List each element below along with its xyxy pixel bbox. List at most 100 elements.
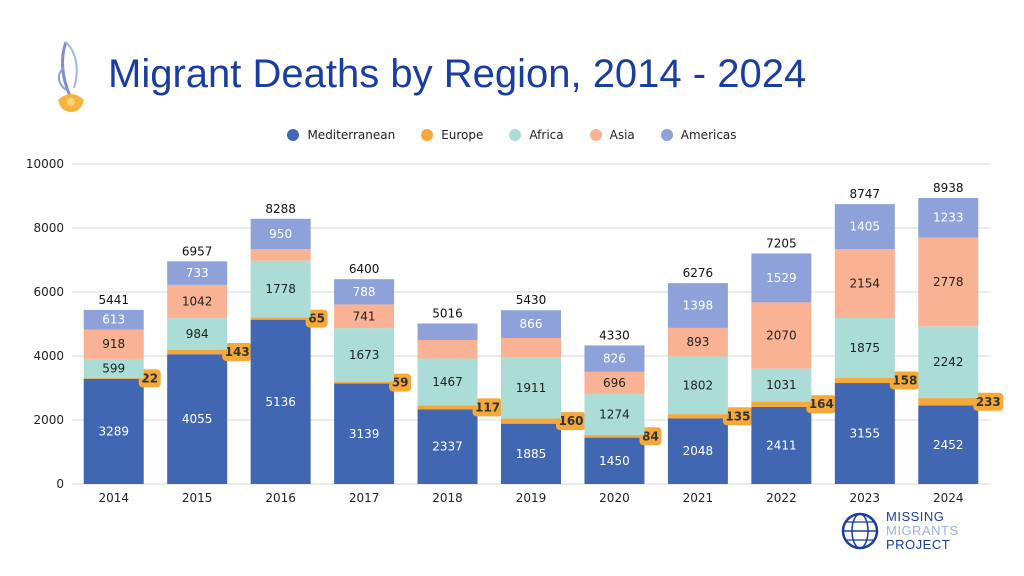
legend-swatch (421, 129, 434, 141)
bar-segment-europe (918, 398, 979, 406)
logo-line-2: MIGRANTS (886, 523, 959, 538)
bar-value-label: 1778 (265, 282, 296, 296)
bar-value-label: 918 (102, 337, 125, 351)
missing-migrants-logo: MISSING MIGRANTS PROJECT (840, 510, 959, 552)
bar-segment-mediterranean (167, 354, 228, 484)
bar-segment-africa (834, 317, 895, 378)
bar-segment-africa (250, 260, 311, 318)
europe-callout-badge (389, 373, 412, 392)
bar-value-label: 3289 (98, 424, 129, 438)
bar-value-label: 160 (558, 414, 583, 428)
bar-value-label: 599 (102, 361, 125, 375)
bar-segment-americas (918, 197, 979, 238)
bar-value-label: 613 (102, 313, 125, 327)
legend-item: Africa (509, 128, 564, 142)
x-tick-label: 2021 (683, 491, 714, 505)
bar-total-label: 8938 (933, 181, 964, 195)
legend-swatch (589, 129, 602, 141)
bar-total-label: 7205 (766, 236, 797, 250)
bar-segment-americas (250, 218, 311, 250)
bar-segment-africa (584, 394, 645, 435)
bar-value-label: 2337 (432, 440, 463, 454)
x-tick-label: 2022 (766, 491, 797, 505)
bar-value-label: 893 (686, 335, 709, 349)
bar-value-label: 1031 (766, 378, 797, 392)
logo-line-1: MISSING (886, 509, 945, 524)
x-tick-label: 2018 (432, 491, 463, 505)
europe-callout-badge (472, 398, 503, 417)
bar-segment-europe (83, 378, 144, 379)
bar-segment-americas (83, 309, 144, 330)
bar-value-label: 2411 (766, 438, 797, 452)
bar-segment-asia (417, 340, 478, 359)
bar-value-label: 1673 (349, 348, 380, 362)
bar-segment-europe (250, 317, 311, 320)
bar-value-label: 117 (475, 400, 500, 414)
bar-segment-americas (584, 345, 645, 372)
bar-segment-americas (667, 283, 728, 328)
bar-value-label: 2048 (683, 444, 714, 458)
bar-segment-mediterranean (667, 418, 728, 484)
legend-item: Mediterranean (287, 128, 395, 142)
europe-callout-badge (305, 309, 328, 328)
page-title: Migrant Deaths by Region, 2014 - 2024 (108, 52, 807, 96)
bar-value-label: 2452 (933, 438, 964, 452)
bar-segment-americas (167, 261, 228, 285)
bar-value-label: 733 (186, 266, 209, 280)
bar-total-label: 8288 (265, 202, 296, 216)
bar-segment-mediterranean (584, 437, 645, 484)
logo-line-3: PROJECT (886, 537, 951, 552)
bar-total-label: 5016 (432, 306, 463, 320)
bar-segment-asia (167, 284, 228, 319)
bar-value-label: 22 (141, 371, 158, 385)
legend-item: Europe (421, 128, 483, 142)
y-tick-label: 0 (56, 477, 64, 491)
bar-value-label: 1875 (850, 341, 881, 355)
europe-callout-badge (722, 407, 753, 426)
bar-value-label: 3139 (349, 427, 380, 441)
legend-label: Asia (609, 128, 635, 142)
legend-label: Americas (680, 128, 737, 142)
bar-segment-mediterranean (417, 409, 478, 484)
bar-segment-mediterranean (834, 383, 895, 484)
bar-value-label: 1529 (766, 271, 797, 285)
europe-callout-badge (138, 369, 161, 388)
x-tick-label: 2017 (349, 491, 380, 505)
globe-icon (841, 512, 879, 550)
bar-segment-europe (334, 381, 395, 384)
bar-total-label: 5430 (516, 293, 547, 307)
x-tick-label: 2024 (933, 491, 964, 505)
bar-segment-americas (334, 279, 395, 305)
chart-legend: Mediterranean Europe Africa Asia Americas (0, 128, 1024, 142)
legend-swatch (660, 129, 673, 141)
x-tick-label: 2019 (516, 491, 547, 505)
bar-segment-europe (667, 414, 728, 419)
bar-segment-asia (584, 371, 645, 395)
bar-segment-americas (501, 310, 561, 338)
bar-segment-africa (501, 357, 561, 419)
bar-value-label: 1885 (516, 447, 547, 461)
bar-value-label: 866 (520, 317, 543, 331)
bar-segment-africa (417, 358, 478, 406)
y-tick-label: 2000 (33, 413, 64, 427)
bar-segment-mediterranean (918, 405, 979, 484)
europe-callout-badge (556, 412, 586, 431)
bar-value-label: 741 (353, 309, 376, 323)
bar-value-label: 1233 (933, 211, 964, 225)
bar-value-label: 3155 (850, 427, 881, 441)
bar-value-label: 1405 (850, 220, 881, 234)
bar-segment-asia (667, 327, 728, 357)
bar-value-label: 826 (603, 352, 626, 366)
bar-value-label: 59 (392, 376, 409, 390)
bar-segment-europe (584, 434, 645, 438)
x-tick-label: 2023 (850, 491, 881, 505)
y-tick-label: 4000 (33, 349, 64, 363)
bar-segment-europe (417, 405, 478, 410)
bar-segment-africa (334, 328, 395, 382)
x-tick-label: 2014 (98, 491, 129, 505)
bar-total-label: 8747 (850, 187, 881, 201)
bar-value-label: 2242 (933, 355, 964, 369)
bar-segment-asia (83, 329, 144, 359)
bar-segment-africa (83, 358, 144, 379)
